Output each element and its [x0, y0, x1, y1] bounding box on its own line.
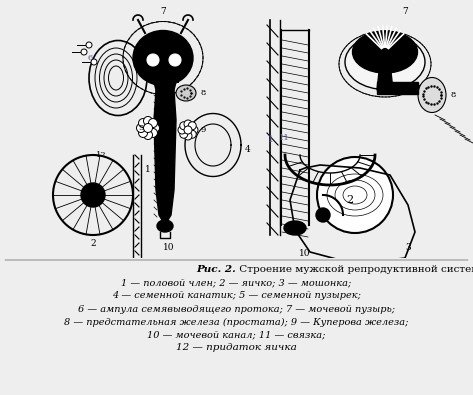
Circle shape	[190, 126, 198, 134]
Text: 10 — мочевой канал; 11 — связка;: 10 — мочевой канал; 11 — связка;	[147, 331, 325, 339]
Circle shape	[81, 49, 87, 55]
Ellipse shape	[345, 34, 425, 90]
FancyBboxPatch shape	[0, 258, 473, 395]
Circle shape	[143, 124, 152, 132]
Circle shape	[147, 54, 159, 66]
Text: 1 — половой член; 2 — яичко; 3 — мошонка;: 1 — половой член; 2 — яичко; 3 — мошонка…	[121, 278, 351, 288]
Text: 2: 2	[346, 195, 353, 205]
Polygon shape	[377, 82, 418, 94]
Polygon shape	[377, 72, 393, 90]
Ellipse shape	[176, 85, 196, 101]
Text: 2: 2	[90, 239, 96, 248]
Text: 5: 5	[139, 124, 144, 132]
Text: 1: 1	[145, 166, 151, 175]
Ellipse shape	[133, 30, 193, 85]
Text: 1: 1	[268, 135, 274, 145]
Circle shape	[150, 124, 159, 132]
Circle shape	[169, 54, 181, 66]
Text: Рис. 2.: Рис. 2.	[196, 265, 236, 275]
Text: 10: 10	[163, 243, 175, 252]
Circle shape	[316, 208, 330, 222]
Circle shape	[91, 59, 97, 65]
Text: 8: 8	[200, 89, 205, 97]
Circle shape	[184, 120, 192, 128]
Circle shape	[149, 128, 158, 137]
Text: 7: 7	[402, 8, 408, 17]
Text: 4 — семенной канатик; 5 — семенной пузырек;: 4 — семенной канатик; 5 — семенной пузыр…	[112, 292, 360, 301]
Circle shape	[178, 126, 186, 134]
Circle shape	[81, 183, 105, 207]
Circle shape	[317, 157, 393, 233]
Circle shape	[143, 117, 152, 126]
Circle shape	[149, 118, 158, 128]
Text: Строение мужской репродуктивной системы:: Строение мужской репродуктивной системы:	[236, 265, 473, 275]
Text: 11: 11	[279, 134, 290, 142]
Text: 8: 8	[450, 91, 455, 99]
Circle shape	[143, 130, 152, 139]
Ellipse shape	[284, 221, 306, 235]
Circle shape	[188, 130, 196, 138]
Text: 6: 6	[88, 54, 93, 62]
Text: 12: 12	[96, 151, 107, 159]
Text: 4: 4	[245, 145, 251, 154]
Circle shape	[139, 118, 148, 128]
Polygon shape	[151, 82, 179, 90]
Circle shape	[139, 128, 148, 137]
Ellipse shape	[352, 31, 418, 73]
Ellipse shape	[157, 220, 173, 232]
Text: 9: 9	[200, 126, 205, 134]
Circle shape	[86, 42, 92, 48]
Ellipse shape	[418, 77, 446, 113]
Circle shape	[137, 124, 146, 132]
Text: 3: 3	[405, 243, 411, 252]
Text: 8 — предстательная железа (простата); 9 — Куперова железа;: 8 — предстательная железа (простата); 9 …	[64, 318, 408, 327]
Circle shape	[184, 132, 192, 140]
Circle shape	[188, 122, 196, 130]
Text: 12 — придаток яичка: 12 — придаток яичка	[175, 344, 297, 352]
Text: 6 — ампула семявыводящего протока; 7 — мочевой пузырь;: 6 — ампула семявыводящего протока; 7 — м…	[78, 305, 394, 314]
Circle shape	[184, 126, 192, 134]
Circle shape	[180, 130, 188, 138]
Text: 7: 7	[160, 8, 166, 17]
Circle shape	[180, 122, 188, 130]
Text: 10: 10	[299, 248, 311, 258]
Polygon shape	[154, 90, 176, 225]
